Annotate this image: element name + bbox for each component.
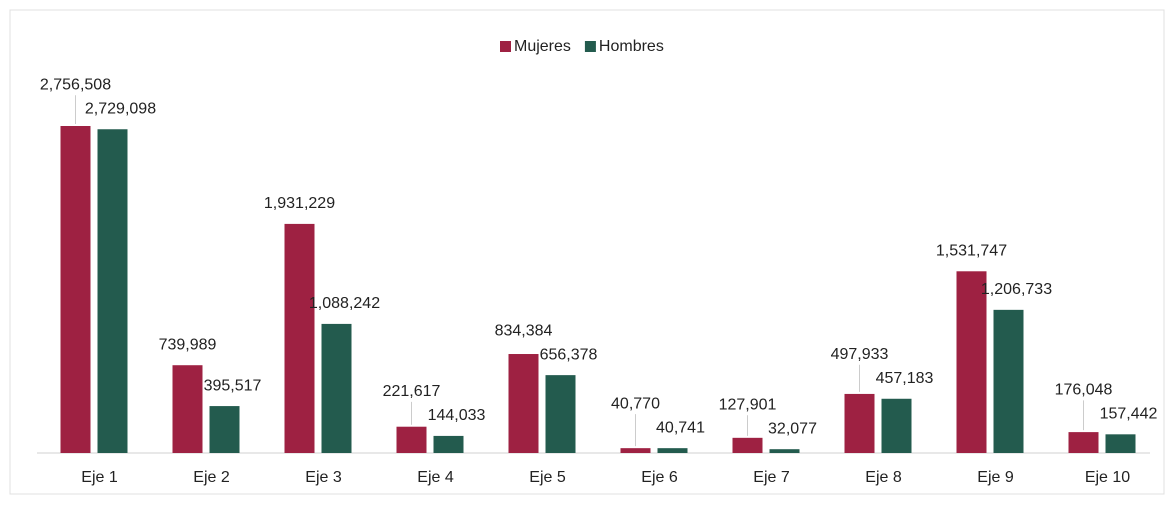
value-label: 2,729,098 (85, 100, 156, 117)
bar (209, 406, 240, 453)
value-label: 176,048 (1055, 382, 1113, 399)
value-label: 497,933 (831, 346, 889, 363)
x-tick-label: Eje 7 (753, 469, 790, 486)
value-label: 656,378 (540, 346, 598, 363)
bar (1068, 432, 1099, 453)
bar (1105, 434, 1136, 453)
bar (657, 448, 688, 453)
legend-label: Mujeres (514, 38, 571, 55)
value-label: 395,517 (204, 377, 262, 394)
x-tick-label: Eje 3 (305, 469, 342, 486)
bar (60, 126, 91, 453)
value-label: 457,183 (876, 370, 934, 387)
bar (321, 323, 352, 453)
bar (284, 223, 315, 453)
bar (956, 271, 987, 453)
x-tick-label: Eje 10 (1085, 469, 1130, 486)
x-tick-label: Eje 8 (865, 469, 902, 486)
x-tick-label: Eje 4 (417, 469, 454, 486)
legend-label: Hombres (599, 38, 664, 55)
value-label: 834,384 (495, 322, 553, 339)
bar (97, 129, 128, 454)
x-tick-label: Eje 9 (977, 469, 1014, 486)
x-tick-label: Eje 2 (193, 469, 230, 486)
value-label: 2,756,508 (40, 76, 111, 93)
value-label: 40,741 (656, 419, 705, 436)
bar (508, 354, 539, 453)
bar (993, 309, 1024, 453)
bar (433, 435, 464, 453)
value-label: 1,931,229 (264, 195, 335, 212)
bar (732, 437, 763, 453)
value-label: 739,989 (159, 336, 217, 353)
bar (396, 426, 427, 453)
bar (620, 448, 651, 453)
value-label: 1,206,733 (981, 281, 1052, 298)
value-label: 1,531,747 (936, 243, 1007, 260)
bar (881, 398, 912, 453)
bar (769, 449, 800, 453)
bar (545, 375, 576, 453)
x-tick-label: Eje 6 (641, 469, 678, 486)
value-label: 221,617 (383, 383, 441, 400)
value-label: 144,033 (428, 407, 486, 424)
bar (844, 393, 875, 453)
value-label: 127,901 (719, 396, 777, 413)
value-label: 40,770 (611, 395, 660, 412)
legend-swatch (584, 41, 596, 52)
value-label: 157,442 (1100, 406, 1158, 423)
x-tick-label: Eje 1 (81, 469, 118, 486)
value-label: 32,077 (768, 420, 817, 437)
legend-swatch (500, 41, 511, 52)
x-tick-label: Eje 5 (529, 469, 566, 486)
bar (172, 365, 203, 453)
value-label: 1,088,242 (309, 295, 380, 312)
